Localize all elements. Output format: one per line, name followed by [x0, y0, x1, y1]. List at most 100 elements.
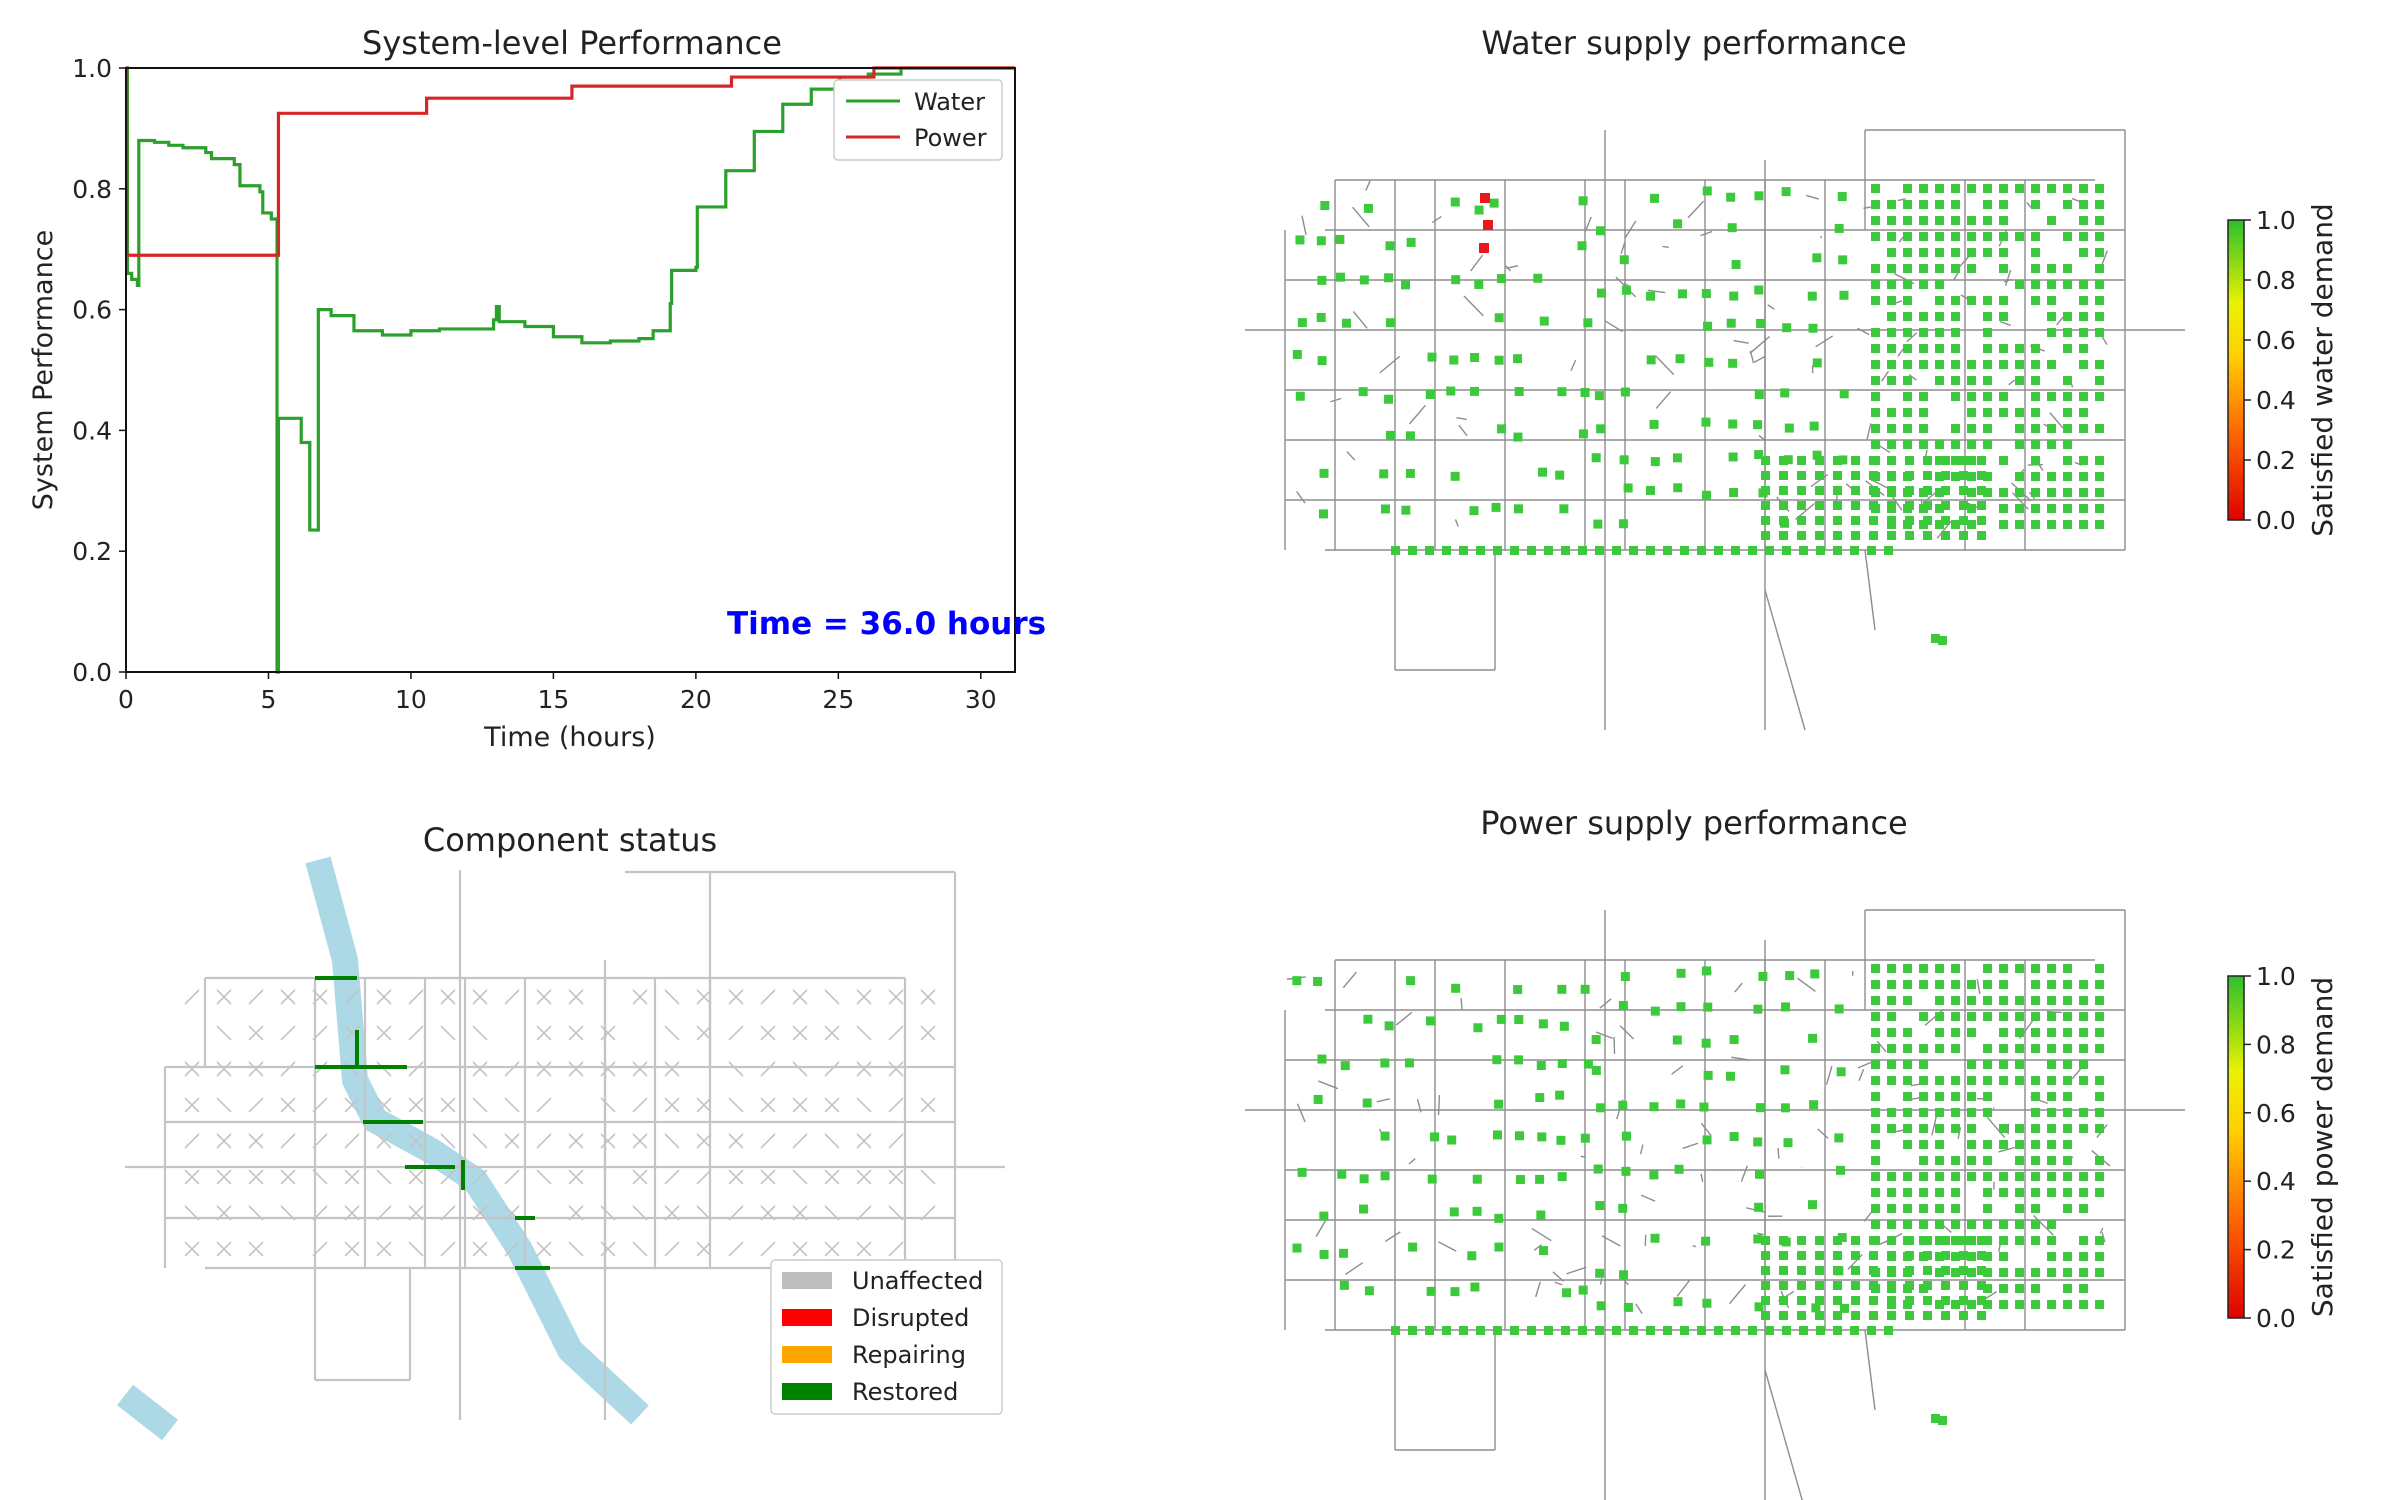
local-pipe [728, 1097, 744, 1113]
pipe-segment [1458, 424, 1468, 437]
demand-node [2095, 232, 2104, 241]
demand-node [1430, 1132, 1440, 1142]
colorbar-tick-label: 1.0 [2256, 206, 2296, 235]
demand-node [2079, 996, 2088, 1005]
demand-node [1919, 440, 1928, 449]
local-pipe [888, 1205, 904, 1221]
local-pipe [760, 1061, 776, 1077]
demand-node [1923, 486, 1932, 495]
demand-node [1838, 455, 1848, 465]
pipe-segment [1342, 971, 1357, 989]
local-pipe [664, 989, 680, 1005]
local-pipe [408, 1169, 424, 1185]
demand-node [1884, 546, 1893, 555]
demand-node [2047, 1012, 2056, 1021]
demand-node [1753, 1234, 1763, 1244]
demand-node [1754, 285, 1764, 295]
demand-node [1941, 1266, 1950, 1275]
demand-node [1867, 1326, 1876, 1335]
local-pipe [440, 1241, 456, 1257]
pipe-segment [1767, 304, 1775, 310]
local-pipe [888, 1061, 904, 1077]
demand-node [1476, 546, 1485, 555]
local-pipe [376, 1133, 392, 1149]
local-pipe [888, 1097, 904, 1113]
demand-node [1851, 516, 1860, 525]
x-tick-label: 30 [965, 685, 997, 714]
demand-node [2095, 996, 2104, 1005]
local-pipe [536, 1133, 552, 1149]
demand-node [1923, 1266, 1932, 1275]
pipe-segment [2099, 1227, 2104, 1234]
demand-node [2079, 344, 2088, 353]
demand-node [1811, 1303, 1821, 1313]
demand-node [2095, 980, 2104, 989]
series-lines [124, 66, 1015, 674]
pipe-segment [1552, 1271, 1565, 1282]
local-pipe [824, 1169, 840, 1185]
pipe-segment [1296, 1103, 1306, 1123]
demand-node [2095, 504, 2104, 513]
local-pipe [664, 1205, 680, 1221]
demand-node [1977, 486, 1986, 495]
demand-node [1887, 280, 1896, 289]
demand-node [1935, 200, 1944, 209]
demand-node [1887, 248, 1896, 257]
demand-node [1919, 1156, 1928, 1165]
local-pipe [248, 1097, 264, 1113]
demand-node [1869, 1296, 1878, 1305]
demand-node [2063, 344, 2072, 353]
demand-node [2079, 980, 2088, 989]
local-pipe [536, 1169, 552, 1185]
demand-node [1967, 1268, 1976, 1277]
demand-node [1596, 424, 1606, 434]
demand-node [1967, 216, 1976, 225]
demand-node [1903, 440, 1912, 449]
demand-node [1833, 516, 1842, 525]
demand-node [2015, 1044, 2024, 1053]
demand-node [1408, 546, 1417, 555]
demand-node [1951, 232, 1960, 241]
demand-node [2063, 424, 2072, 433]
demand-node [1761, 456, 1770, 465]
demand-node [1595, 1201, 1605, 1211]
power-colorbar-label: Satisfied power demand [2306, 977, 2339, 1317]
demand-node [1754, 450, 1764, 460]
legend-label-disrupted: Disrupted [852, 1304, 969, 1332]
demand-node [1851, 501, 1860, 510]
local-pipe [312, 1169, 328, 1185]
x-tick-label: 20 [680, 685, 712, 714]
demand-node [2015, 1220, 2024, 1229]
demand-node [1999, 1300, 2008, 1309]
demand-node [1536, 1210, 1546, 1220]
local-pipe [440, 1205, 456, 1221]
demand-node [1474, 205, 1484, 215]
demand-node [1391, 546, 1400, 555]
pipe-segment [2003, 278, 2012, 283]
local-pipe [216, 1169, 232, 1185]
demand-node [2063, 1204, 2072, 1213]
demand-node [1797, 501, 1806, 510]
local-pipe [568, 1169, 584, 1185]
local-pipe [696, 1025, 712, 1041]
demand-node [2063, 504, 2072, 513]
demand-node [1887, 1172, 1896, 1181]
demand-node [1619, 255, 1629, 265]
demand-node [1903, 1076, 1912, 1085]
power-colorbar-ticks: 0.0 0.2 0.4 0.6 0.8 1.0 [2244, 962, 2296, 1333]
local-pipe [792, 1097, 808, 1113]
local-pipe [408, 1133, 424, 1149]
demand-node [1510, 546, 1519, 555]
demand-node [1384, 394, 1394, 404]
pipe-segment [1857, 327, 1870, 336]
local-pipe [824, 1133, 840, 1149]
pipe-segment [1352, 310, 1368, 329]
demand-node [1797, 456, 1806, 465]
legend-label-repairing: Repairing [852, 1341, 966, 1369]
demand-node [1869, 486, 1878, 495]
demand-node [1935, 328, 1944, 337]
local-pipe [792, 1025, 808, 1041]
demand-node [2047, 440, 2056, 449]
local-pipe [312, 1133, 328, 1149]
demand-node [1379, 469, 1389, 479]
